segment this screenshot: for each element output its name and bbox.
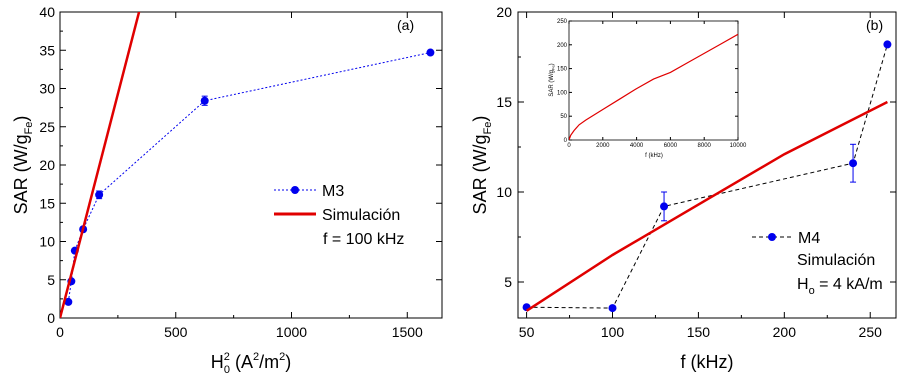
panel-b-ticks: 50 100 150 200 250 5 10 15 20 <box>496 4 896 340</box>
panel-a-x-tick-label: 0 <box>56 324 64 340</box>
panel-b-y-tick-label: 15 <box>496 94 512 110</box>
inset-x-tick-label: 6000 <box>664 143 678 149</box>
inset-y-tick-label: 200 <box>557 43 568 49</box>
inset-plot-area <box>569 33 738 140</box>
panel-b-y-tick-label: 20 <box>496 4 512 20</box>
panel-b-legend: M4 Simulación Ho = 4 kA/m <box>752 230 883 297</box>
inset-x-axis-title: f (kHz) <box>645 153 663 159</box>
panel-b-y-axis-title: SAR (W/gFe) <box>470 116 494 215</box>
panel-a-label: (a) <box>397 17 414 33</box>
panel-a-y-axis-title: SAR (W/gFe) <box>11 116 35 215</box>
panel-b-y-tick-label: 10 <box>496 184 512 200</box>
panel-b-series-m4-point <box>849 159 858 168</box>
panel-b-x-tick-label: 150 <box>687 324 711 340</box>
panel-a: 0 500 1000 1500 0 5 10 15 20 25 30 35 40 (a) H2 0 (A2… <box>11 4 443 376</box>
panel-a-y-tick-label: 20 <box>39 157 55 173</box>
panel-a-x-tick-label: 1000 <box>276 324 307 340</box>
panel-b-label: (b) <box>866 17 883 33</box>
legend-m4-label: M4 <box>798 230 820 247</box>
panel-a-plot-frame <box>59 11 443 319</box>
panel-a-x-tick-label: 500 <box>164 324 188 340</box>
panel-a-series-m3-point <box>95 190 104 199</box>
panel-b-series-simulaci-n-line <box>525 100 888 312</box>
panel-b-x-tick-label: 250 <box>859 324 883 340</box>
panel-b-inset: 0 2000 4000 6000 8000 10000 0 50 100 150 200 250 f … <box>549 19 747 159</box>
panel-a-series-simulaci-n-line <box>60 12 141 318</box>
panel-a-y-tick-label: 40 <box>39 4 55 20</box>
inset-series-line <box>569 33 738 140</box>
panel-b-series-m4-point <box>608 304 617 313</box>
panel-a-y-tick-label: 10 <box>39 234 55 250</box>
panel-a-y-tick-label: 35 <box>39 42 55 58</box>
panel-a-y-tick-label: 30 <box>39 81 55 97</box>
legend-frequency-note: f = 100 kHz <box>323 231 404 248</box>
panel-b-x-tick-label: 50 <box>519 324 535 340</box>
panel-a-y-tick-label: 0 <box>47 310 55 326</box>
panel-b-plot-area <box>522 40 892 313</box>
panel-b-x-axis-title: f (kHz) <box>681 352 734 372</box>
panel-a-x-axis-title: H2 0 (A2/m2) <box>211 351 292 376</box>
panel-b-series-m4-point <box>660 202 669 211</box>
panel-b-plot-frame <box>517 11 897 319</box>
legend-m4-marker <box>768 233 776 241</box>
legend-simulacion-label: Simulación <box>797 252 875 269</box>
panel-a-x-tick-label: 1500 <box>392 324 423 340</box>
legend-m3-label: M3 <box>322 183 344 200</box>
panel-a-legend: M3 Simulación f = 100 kHz <box>274 183 404 248</box>
inset-x-tick-label: 4000 <box>630 143 644 149</box>
inset-y-tick-label: 100 <box>557 90 568 96</box>
inset-y-tick-label: 0 <box>564 138 568 144</box>
panel-a-y-tick-label: 5 <box>47 272 55 288</box>
inset-y-tick-label: 250 <box>557 19 568 25</box>
inset-x-tick-label: 0 <box>567 143 571 149</box>
panel-a-series-m3-point <box>426 48 435 57</box>
panel-a-y-tick-label: 25 <box>39 119 55 135</box>
panel-a-ticks: 0 500 1000 1500 0 5 10 15 20 25 30 35 40 <box>39 4 442 340</box>
panel-a-y-tick-label: 15 <box>39 195 55 211</box>
inset-plot-frame <box>568 20 739 141</box>
inset-y-tick-label: 150 <box>557 67 568 73</box>
panel-a-series-m3-line <box>67 52 431 303</box>
legend-field-note: Ho = 4 kA/m <box>797 276 883 297</box>
legend-m3-marker <box>291 186 299 194</box>
panel-a-series-m3-point <box>64 297 73 306</box>
inset-x-tick-label: 2000 <box>596 143 610 149</box>
inset-y-axis-title: SAR (W/gFe) <box>549 63 556 96</box>
panel-b-x-tick-label: 100 <box>601 324 625 340</box>
panel-b-x-tick-label: 200 <box>773 324 797 340</box>
panel-a-series-m3-point <box>200 96 209 105</box>
panel-b-series-m4-point <box>883 40 892 49</box>
inset-x-tick-label: 10000 <box>730 143 747 149</box>
panel-a-plot-area <box>60 12 435 318</box>
inset-ticks: 0 2000 4000 6000 8000 10000 0 50 100 150 200 250 <box>557 19 747 149</box>
panel-b: 50 100 150 200 250 5 10 15 20 (b) f (kHz) SAR (W… <box>470 4 897 372</box>
inset-x-tick-label: 8000 <box>698 143 712 149</box>
inset-y-tick-label: 50 <box>560 114 567 120</box>
legend-simulacion-label: Simulación <box>322 207 400 224</box>
panel-b-y-tick-label: 5 <box>504 274 512 290</box>
